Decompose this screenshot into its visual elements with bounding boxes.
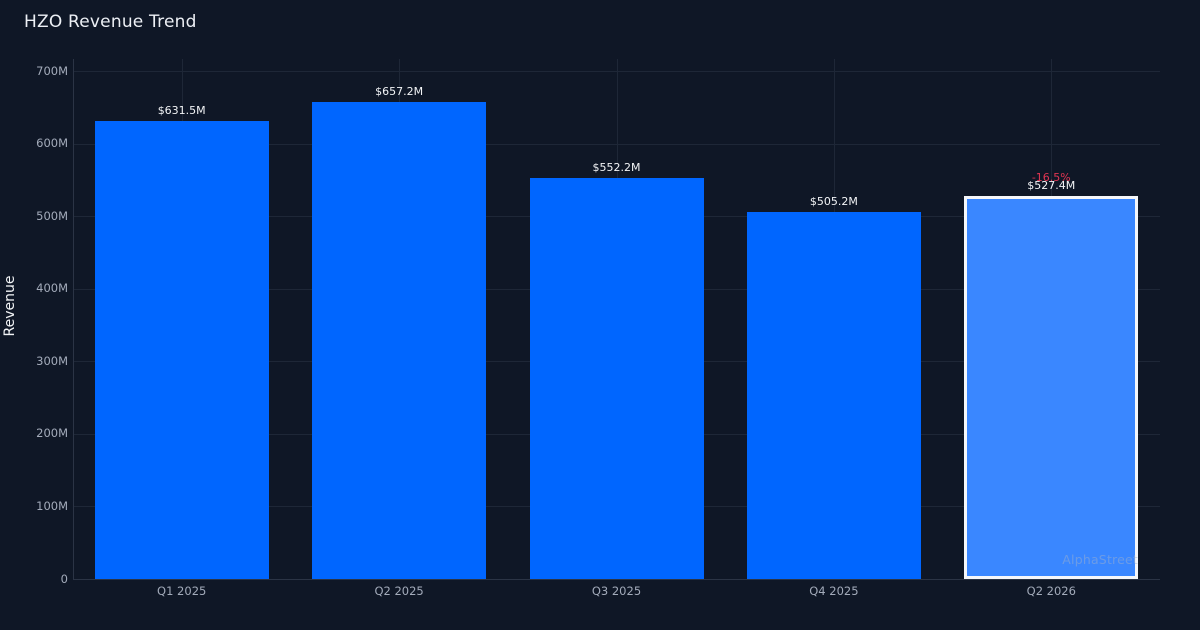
bar-value-label-q3-2025: $552.2M <box>592 161 641 175</box>
y-tick-label: 500M <box>36 208 68 223</box>
y-tick-label: 100M <box>36 498 68 513</box>
x-tick-label-q2-2025: Q2 2025 <box>374 584 424 598</box>
bar-value-label-q4-2025: $505.2M <box>809 195 858 209</box>
bar-value-label-q1-2025: $631.5M <box>157 103 206 117</box>
x-tick-label-q4-2025: Q4 2025 <box>809 584 859 598</box>
watermark-alphastreet: AlphaStreet <box>1062 552 1138 567</box>
bar-q2-2025[interactable] <box>312 102 487 579</box>
y-tick-label: 600M <box>36 136 68 151</box>
y-tick-label: 0 <box>60 571 68 586</box>
x-tick-label-q2-2026: Q2 2026 <box>1026 584 1076 598</box>
bar-q4-2025[interactable] <box>746 212 921 579</box>
x-axis-line <box>73 579 1160 580</box>
x-tick-label-q1-2025: Q1 2025 <box>157 584 207 598</box>
change-label-q2-2026: -16.5% <box>1031 171 1071 185</box>
bar-q1-2025[interactable] <box>94 120 269 579</box>
bar-value-label-q2-2026: $527.4M <box>1027 179 1076 193</box>
chart-title: HZO Revenue Trend <box>24 12 197 32</box>
y-tick-label: 200M <box>36 426 68 441</box>
bar-q3-2025[interactable] <box>529 178 704 579</box>
y-tick-label: 300M <box>36 353 68 368</box>
bar-q2-2026[interactable] <box>964 196 1139 579</box>
y-tick-label: 400M <box>36 281 68 296</box>
bar-value-label-q2-2025: $657.2M <box>375 85 424 99</box>
y-axis-line <box>73 59 74 579</box>
x-tick-label-q3-2025: Q3 2025 <box>591 584 642 598</box>
y-tick-label: 700M <box>36 63 68 78</box>
y-axis-title: Revenue <box>2 275 18 337</box>
